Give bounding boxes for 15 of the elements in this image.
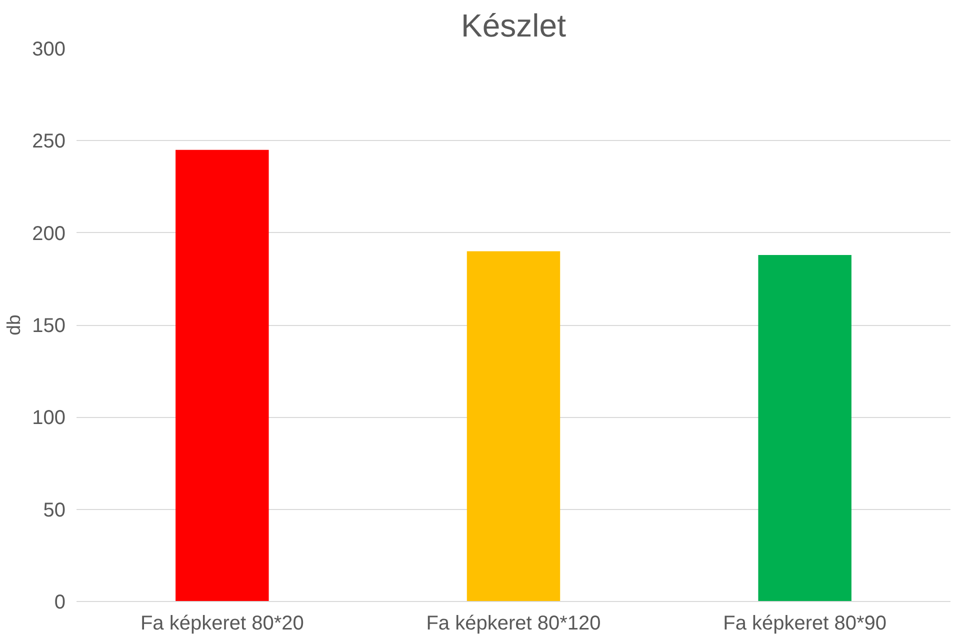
x-tick-label: Fa képkeret 80*20 (140, 612, 304, 634)
y-tick-label: 100 (32, 407, 66, 430)
bar (466, 251, 560, 602)
y-tick-label: 0 (54, 592, 66, 614)
y-tick-label: 200 (32, 222, 66, 245)
x-tick-label: Fa képkeret 80*120 (426, 612, 601, 634)
chart-title: Készlet (461, 8, 566, 44)
y-tick-label: 150 (32, 315, 66, 337)
y-tick-label: 300 (32, 38, 66, 60)
y-axis-title: db (3, 314, 24, 336)
x-tick-label: Fa képkeret 80*90 (723, 612, 887, 634)
bar (758, 254, 852, 602)
y-tick-label: 50 (43, 499, 66, 522)
y-tick-label: 250 (32, 130, 66, 153)
bar (176, 150, 269, 602)
